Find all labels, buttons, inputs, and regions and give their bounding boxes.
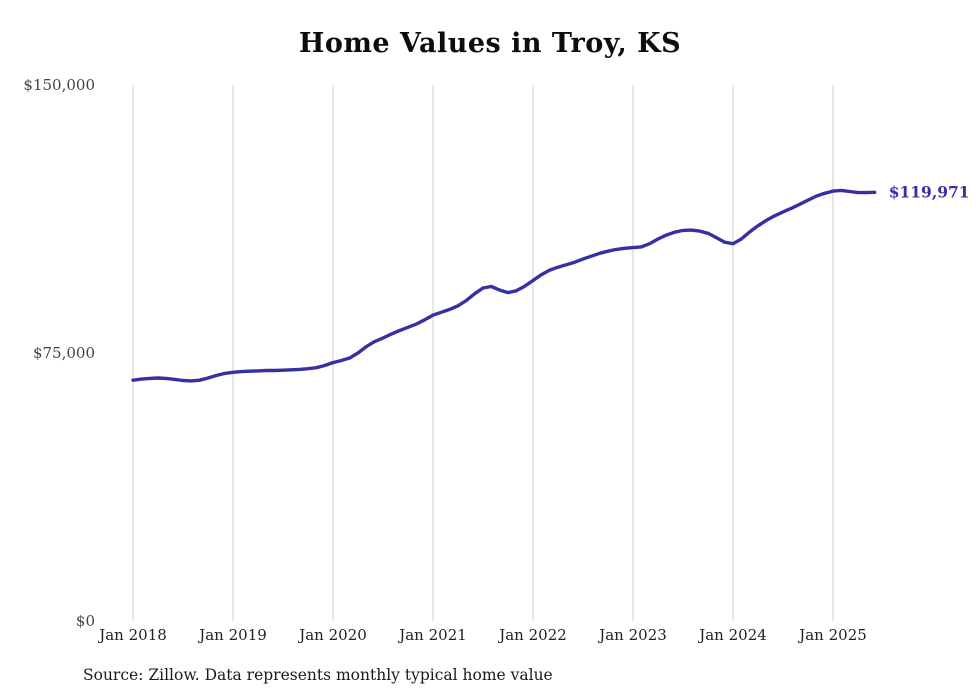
x-tick-label: Jan 2024 bbox=[697, 626, 767, 644]
x-tick-label: Jan 2022 bbox=[497, 626, 567, 644]
x-tick-label: Jan 2018 bbox=[97, 626, 167, 644]
x-tick-label: Jan 2019 bbox=[197, 626, 267, 644]
x-tick-label: Jan 2025 bbox=[797, 626, 867, 644]
x-tick-label: Jan 2023 bbox=[597, 626, 667, 644]
value-line bbox=[131, 188, 877, 383]
x-tick-label: Jan 2020 bbox=[297, 626, 367, 644]
y-tick-label: $75,000 bbox=[33, 344, 95, 362]
y-tick-label: $150,000 bbox=[23, 76, 95, 94]
end-value-label: $119,971 bbox=[889, 182, 970, 201]
source-note: Source: Zillow. Data represents monthly … bbox=[83, 666, 553, 684]
chart-title: Home Values in Troy, KS bbox=[298, 28, 682, 59]
y-tick-label: $0 bbox=[76, 612, 95, 630]
x-tick-label: Jan 2021 bbox=[397, 626, 467, 644]
